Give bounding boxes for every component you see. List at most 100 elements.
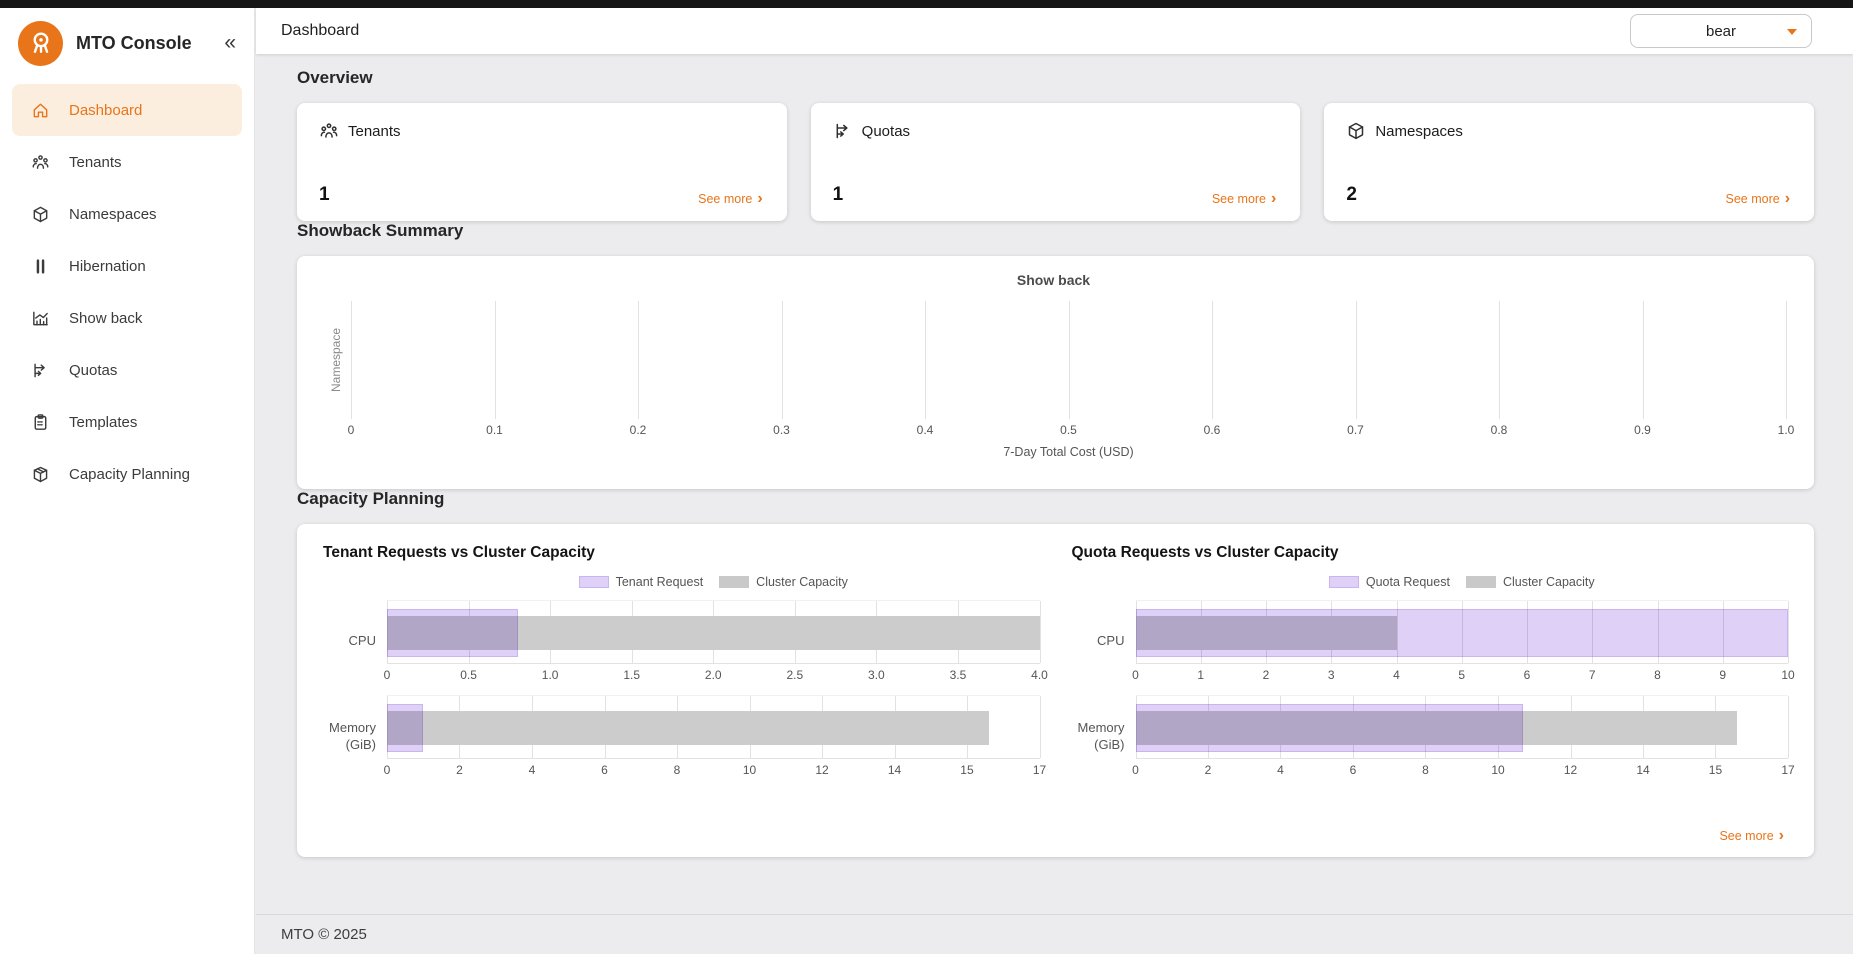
gridline xyxy=(638,301,639,419)
tenants-count: 1 xyxy=(319,184,330,205)
axis-tick-label: 1.0 xyxy=(541,668,559,682)
showback-chart-card: Show back Namespace 0 0.1 0.2 0.3 0.4 0.5 0.6 0… xyxy=(297,256,1814,489)
axis-tick-label: 3.5 xyxy=(949,668,967,682)
hibernation-icon xyxy=(36,258,45,274)
legend-item: Quota Request xyxy=(1328,575,1450,589)
axis-tick-label: 1 xyxy=(1197,668,1205,682)
tenants-icon xyxy=(32,154,49,169)
memory-x-axis: 0 2 4 6 8 10 12 14 15 17 xyxy=(384,759,1047,778)
axis-tick-label: 10 xyxy=(1491,763,1505,777)
tenants-see-more-link[interactable]: See more › xyxy=(698,189,763,207)
axis-tick-label: 2.5 xyxy=(786,668,804,682)
axis-tick-label: 6 xyxy=(601,763,608,777)
sidebar-item-templates[interactable]: Templates xyxy=(12,396,242,448)
card-label: Namespaces xyxy=(1375,122,1463,140)
legend-swatch-request xyxy=(578,576,609,588)
axis-tick-label: 5 xyxy=(1458,668,1466,682)
chart-title: Quota Requests vs Cluster Capacity xyxy=(1071,544,1339,561)
sidebar-item-showback[interactable]: Show back xyxy=(12,292,242,344)
topbar: Dashboard bear xyxy=(256,8,1853,54)
card-label: Quotas xyxy=(861,122,911,140)
axis-tick-label: 0.5 xyxy=(1060,423,1077,437)
axis-tick-label: 0.5 xyxy=(460,668,477,682)
axis-tick-label: 3.0 xyxy=(868,668,885,682)
legend-swatch-request xyxy=(1328,576,1359,588)
namespaces-count: 2 xyxy=(1346,184,1357,205)
footer-copyright: MTO © 2025 xyxy=(281,926,367,943)
axis-tick-label: 12 xyxy=(1563,763,1578,777)
gridline xyxy=(1068,301,1070,419)
page-title: Dashboard xyxy=(281,22,360,39)
quotas-see-more-link[interactable]: See more › xyxy=(1211,189,1277,207)
showback-y-axis-label: Namespace xyxy=(329,327,343,393)
chevron-right-icon: › xyxy=(1778,826,1784,844)
legend-label: Cluster Capacity xyxy=(1502,575,1595,589)
legend-item: Tenant Request xyxy=(578,575,703,589)
showback-x-axis-title: 7-Day Total Cost (USD) xyxy=(1003,445,1134,459)
axis-tick-label: 0.8 xyxy=(1490,423,1508,437)
namespaces-icon xyxy=(33,206,48,222)
gridline xyxy=(925,301,926,419)
app-title: MTO Console xyxy=(76,32,192,53)
sidebar-collapse-icon[interactable]: « xyxy=(224,31,236,54)
home-icon xyxy=(33,103,48,117)
gridline xyxy=(1786,301,1787,419)
axis-tick-label: 0.7 xyxy=(1347,423,1364,437)
tenant-dropdown[interactable]: bear xyxy=(1630,14,1812,48)
capacity-see-more-link[interactable]: See more › xyxy=(1719,826,1784,844)
cpu-x-axis: 0 1 2 3 4 5 6 7 8 9 10 xyxy=(1132,664,1795,683)
tenant-capacity-chart: Tenant Requests vs Cluster Capacity Tena… xyxy=(323,544,1048,778)
sidebar-item-hibernation[interactable]: Hibernation xyxy=(12,240,242,292)
sidebar-item-capacity-planning[interactable]: Capacity Planning xyxy=(12,448,242,500)
mto-logo-icon xyxy=(18,20,63,66)
overview-cards: Tenants 1 See more › Quotas 1 See more › xyxy=(297,103,1815,221)
memory-plot-area xyxy=(1135,695,1789,759)
namespaces-see-more-link[interactable]: See more › xyxy=(1725,189,1791,207)
chevron-right-icon: › xyxy=(1784,189,1791,207)
quota-capacity-chart: Quota Requests vs Cluster Capacity Quota… xyxy=(1071,544,1795,778)
namespaces-card: Namespaces 2 See more › xyxy=(1324,103,1815,221)
axis-tick-label: 8 xyxy=(673,763,681,777)
axis-tick-label: 4.0 xyxy=(1031,668,1048,682)
axis-tick-label: 0.9 xyxy=(1634,423,1651,437)
axis-tick-label: 0.3 xyxy=(773,423,790,437)
row-label-cpu: CPU xyxy=(348,633,376,649)
axis-tick-label: 6 xyxy=(1349,763,1357,777)
sidebar-item-dashboard[interactable]: Dashboard xyxy=(12,84,242,136)
axis-tick-label: 14 xyxy=(1636,763,1650,777)
axis-tick-label: 2 xyxy=(456,763,463,777)
tenants-icon xyxy=(320,123,338,138)
showback-x-axis: 0 0.1 0.2 0.3 0.4 0.5 0.6 0.7 0.8 0.9 1.0 xyxy=(348,419,1795,438)
axis-tick-label: 2 xyxy=(1204,763,1212,777)
sidebar-item-namespaces[interactable]: Namespaces xyxy=(12,188,242,240)
gridline xyxy=(781,301,783,419)
axis-tick-label: 2 xyxy=(1262,668,1270,682)
axis-tick-label: 1.0 xyxy=(1777,423,1795,437)
capacity-planning-card: Tenant Requests vs Cluster Capacity Tena… xyxy=(297,524,1814,857)
axis-tick-label: 6 xyxy=(1523,668,1531,682)
axis-tick-label: 1.5 xyxy=(623,668,641,682)
cpu-plot-area xyxy=(1135,600,1789,664)
axis-tick-label: 0.1 xyxy=(486,423,503,437)
axis-tick-label: 8 xyxy=(1654,668,1661,682)
request-bar xyxy=(1135,609,1788,657)
legend-label: Quota Request xyxy=(1365,575,1450,589)
gridline xyxy=(1212,301,1213,419)
chart-title: Tenant Requests vs Cluster Capacity xyxy=(323,544,595,561)
sidebar-item-label: Tenants xyxy=(69,153,122,171)
axis-tick-label: 0.4 xyxy=(916,423,934,437)
axis-tick-label: 17 xyxy=(1032,763,1047,777)
gridline xyxy=(1642,301,1644,419)
sidebar-item-quotas[interactable]: Quotas xyxy=(12,344,242,396)
gridline xyxy=(1788,601,1789,663)
brand-row: MTO Console « xyxy=(0,8,254,78)
legend-swatch-capacity xyxy=(1465,576,1496,588)
axis-tick-label: 0 xyxy=(1132,668,1139,682)
quotas-icon xyxy=(836,123,848,139)
legend-label: Cluster Capacity xyxy=(756,575,848,589)
axis-tick-label: 17 xyxy=(1781,763,1795,777)
main-content: Overview Tenants 1 See more › Quotas 1 xyxy=(256,54,1853,914)
showback-icon xyxy=(33,311,48,325)
sidebar-item-tenants[interactable]: Tenants xyxy=(12,136,242,188)
